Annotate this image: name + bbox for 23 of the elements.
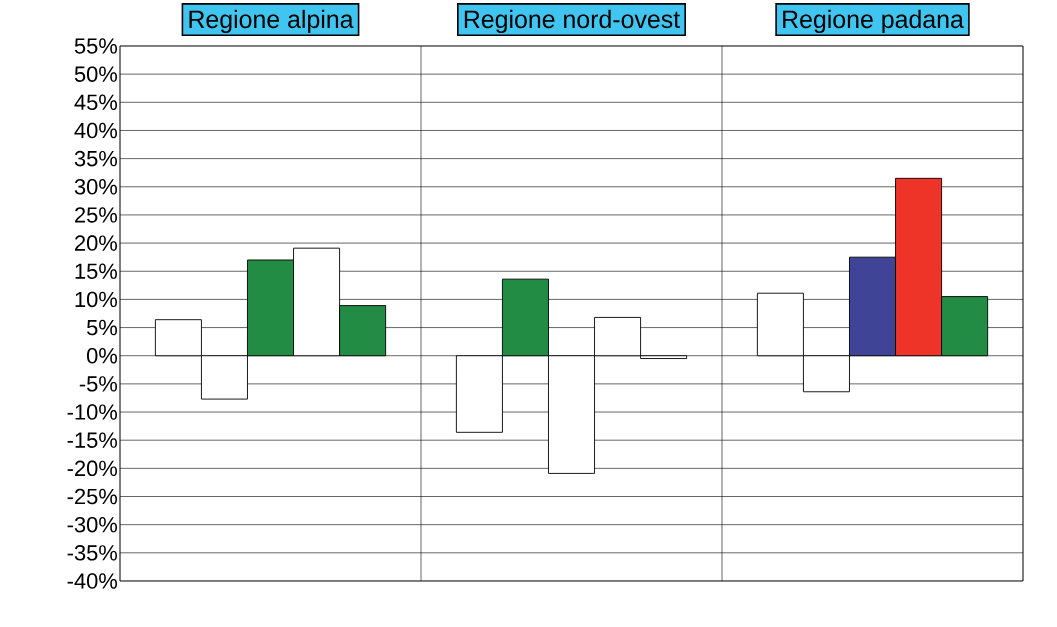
y-tick-label: 10% <box>75 291 118 308</box>
y-tick-label: 5% <box>87 319 118 336</box>
y-tick-label: -5% <box>79 376 118 392</box>
y-tick-label: -35% <box>67 545 118 561</box>
y-tick-label: -25% <box>67 488 118 505</box>
y-tick-label: 0% <box>86 347 118 364</box>
x-tick-label: Regione alpina <box>189 9 354 34</box>
y-tick-label: -30% <box>67 516 118 533</box>
y-tick-label: 35% <box>74 150 118 167</box>
y-tick-label: 15% <box>75 263 118 279</box>
x-tick-label: Regione padana <box>783 9 964 34</box>
y-tick-label: 50% <box>74 66 118 82</box>
y-tick-label: 45% <box>74 94 118 111</box>
x-tick-label: Regione nord-ovest <box>464 9 680 34</box>
y-tick-label: 30% <box>74 179 118 195</box>
y-tick-label: -10% <box>67 404 118 420</box>
y-tick-label: 20% <box>75 235 118 251</box>
y-tick-label: -20% <box>67 460 118 477</box>
y-tick-label: 55% <box>74 38 118 54</box>
y-tick-label: -15% <box>67 432 118 448</box>
y-tick-label: 25% <box>75 207 118 223</box>
y-tick-label: -40% <box>67 573 118 589</box>
y-tick-label: 40% <box>74 122 118 139</box>
